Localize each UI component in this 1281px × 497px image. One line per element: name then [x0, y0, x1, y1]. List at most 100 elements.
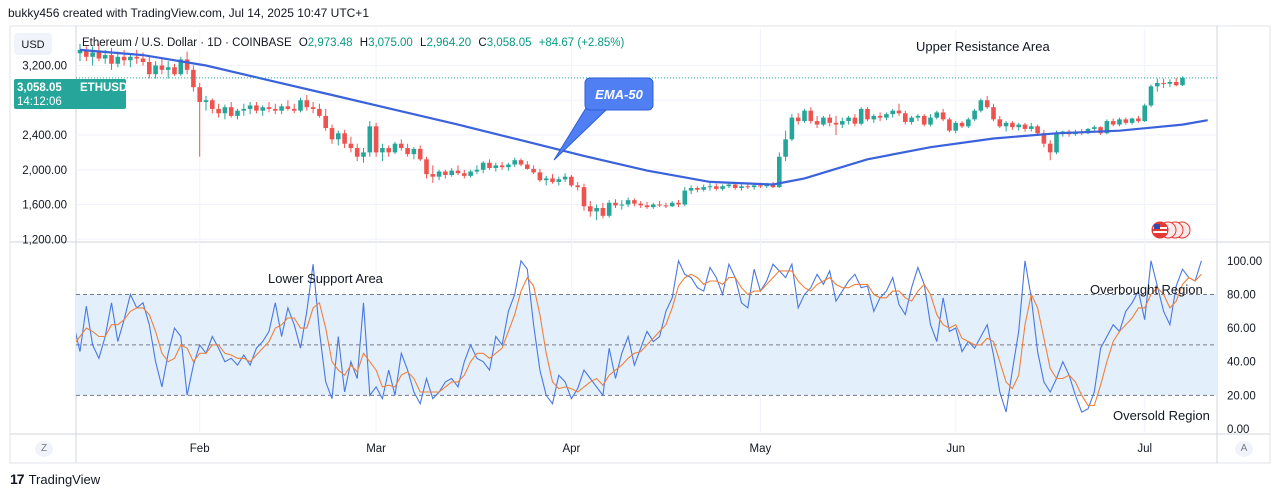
candle-body — [1003, 122, 1009, 127]
ema-50-line — [79, 48, 1208, 186]
candle-body — [436, 171, 442, 177]
candle-body — [1129, 118, 1135, 123]
bar-countdown: 14:12:06 — [17, 96, 62, 108]
candle-body — [1092, 127, 1097, 129]
high-value: 3,075.00 — [368, 37, 413, 49]
candle-body — [128, 56, 133, 61]
candle-body — [518, 160, 524, 165]
candle-body — [462, 173, 467, 176]
candle-body — [203, 100, 209, 102]
candle-body — [877, 115, 883, 118]
candle-body — [165, 67, 171, 70]
candle-body — [821, 117, 826, 125]
candle-body — [619, 204, 625, 206]
candle-body — [991, 107, 996, 120]
candle-body — [386, 148, 391, 153]
oversold-label: Oversold Region — [1113, 408, 1210, 423]
candle-body — [77, 49, 83, 54]
candle-body — [235, 110, 240, 116]
candle-body — [1142, 105, 1147, 122]
candle-body — [247, 105, 253, 109]
candle-body — [972, 110, 977, 120]
candle-body — [1022, 124, 1028, 129]
candle-body — [254, 105, 259, 111]
candle-body — [581, 187, 587, 207]
candle-body — [405, 148, 410, 155]
low-value: 2,964.20 — [426, 37, 471, 49]
candle-body — [884, 114, 889, 118]
candle-body — [984, 100, 990, 108]
candle-body — [953, 122, 958, 131]
candle-body — [714, 186, 719, 189]
candle-body — [348, 143, 354, 149]
chart-frame — [9, 25, 1271, 464]
candle-body — [1117, 119, 1122, 125]
candle-body — [1104, 121, 1110, 134]
candle-body — [543, 178, 549, 181]
ema-callout[interactable]: EMA-50 — [553, 77, 654, 161]
upper-resistance-label: Upper Resistance Area — [916, 39, 1050, 54]
oscillator-axis-ticks: 100.00 80.00 60.00 40.00 20.00 0.00 — [1227, 256, 1262, 436]
candle-body — [474, 169, 480, 172]
candle-body — [997, 119, 1003, 127]
stochastic-k-line — [76, 258, 1202, 413]
candle-body — [732, 184, 738, 188]
candle-body — [846, 117, 851, 122]
candle-body — [399, 143, 404, 149]
candle-body — [506, 164, 511, 168]
candle-body — [833, 122, 839, 125]
candle-body — [285, 106, 291, 109]
candle-body — [291, 108, 297, 111]
candle-body — [373, 126, 379, 153]
candle-body — [890, 110, 895, 115]
price-tick-label: 1,200.00 — [22, 234, 67, 246]
candle-body — [430, 174, 436, 177]
candle-body — [903, 113, 908, 122]
oscillator-tick-label: 40.00 — [1227, 357, 1256, 369]
candle-body — [109, 55, 114, 64]
country-flag-icon[interactable] — [1151, 221, 1191, 239]
ema-callout-text: EMA-50 — [595, 87, 643, 102]
candle-body — [84, 49, 89, 57]
candle-body — [921, 115, 927, 125]
candle-body — [720, 186, 725, 189]
candle-body — [934, 112, 940, 118]
candle-body — [266, 107, 272, 109]
candle-body — [928, 117, 933, 125]
symbol-title: Ethereum / U.S. Dollar · 1D · COINBASE — [82, 37, 292, 49]
close-label: C — [478, 37, 486, 49]
candle-body — [606, 202, 612, 216]
candle-body — [531, 168, 536, 173]
chart-credit: bukky456 created with TradingView.com, J… — [8, 6, 369, 20]
currency-button[interactable] — [14, 33, 52, 55]
candle-body — [852, 117, 858, 124]
candle-body — [1029, 126, 1034, 129]
candle-body — [184, 59, 190, 70]
candle-body — [90, 52, 95, 57]
candle-body — [329, 128, 335, 140]
candle-body — [600, 207, 606, 216]
auto-scale-button[interactable]: A — [1235, 441, 1253, 457]
close-value: 3,058.05 — [487, 37, 532, 49]
candle-body — [1035, 126, 1040, 134]
candle-body — [739, 186, 744, 188]
time-tick-label: Jun — [946, 443, 965, 455]
timezone-button[interactable]: Z — [35, 441, 53, 457]
candlestick-series — [77, 43, 1185, 221]
candle-body — [1167, 82, 1173, 84]
candle-body — [304, 100, 310, 108]
candle-body — [140, 58, 146, 63]
candle-body — [480, 162, 486, 170]
candle-body — [1110, 121, 1116, 125]
candle-body — [197, 87, 202, 102]
candle-body — [644, 205, 650, 208]
candle-body — [827, 117, 832, 123]
candle-body — [695, 188, 700, 190]
candle-body — [978, 100, 984, 111]
time-tick-label: Mar — [366, 443, 386, 455]
candle-body — [191, 69, 196, 88]
candle-body — [1010, 122, 1015, 128]
candle-body — [783, 139, 788, 157]
time-axis-ticks: Feb Mar Apr May Jun Jul — [190, 443, 1152, 455]
